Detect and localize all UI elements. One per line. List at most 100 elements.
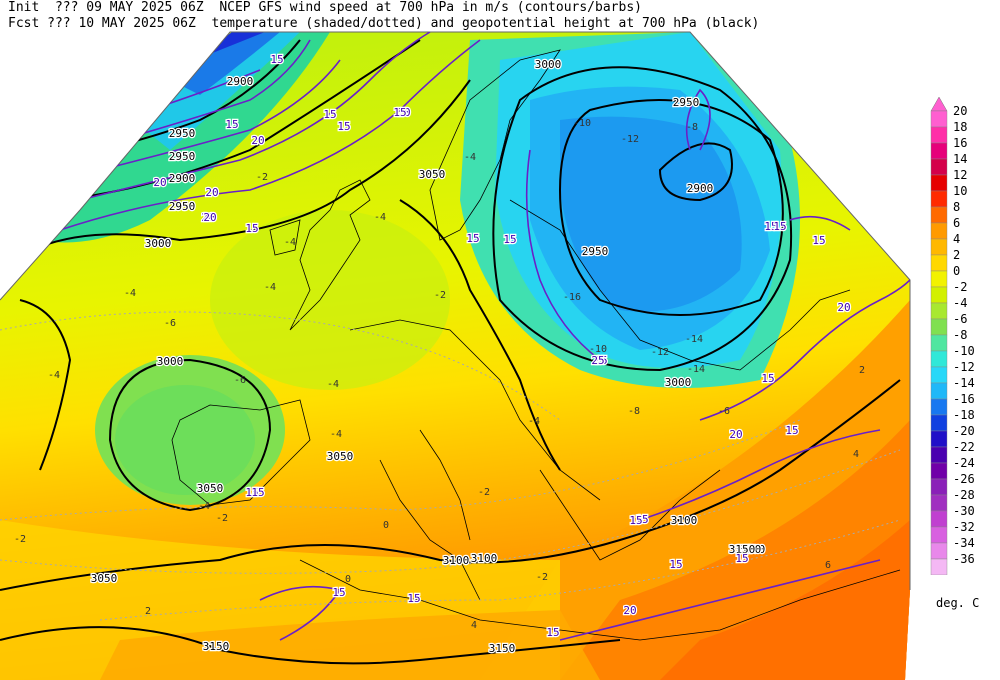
height-label: 2950 — [169, 127, 196, 140]
title-temperature: temperature (shaded/dotted) and geopoten… — [211, 16, 760, 31]
temp-label: -10 — [573, 118, 591, 129]
wind-label: 15 — [764, 220, 777, 233]
legend-label: 16 — [953, 136, 968, 150]
legend-swatch — [930, 270, 948, 288]
wind-label: 15 — [332, 586, 345, 599]
legend-swatch — [930, 366, 948, 384]
wind-label: 15 — [503, 233, 516, 246]
legend-swatch — [930, 446, 948, 464]
legend-swatch — [930, 558, 948, 575]
wind-contours — [59, 32, 910, 641]
temp-label: -2 — [256, 172, 268, 183]
legend-label: -36 — [953, 552, 975, 566]
wind-label: 20 — [203, 211, 216, 224]
legend-label: -22 — [953, 440, 975, 454]
wind-label: 15 — [251, 486, 264, 499]
height-label: 2950 — [673, 96, 700, 109]
legend-arrow — [930, 96, 948, 112]
legend-swatch — [930, 494, 948, 512]
temp-label: -2 — [216, 513, 228, 524]
wind-label: 15 — [393, 106, 406, 119]
legend-label: -18 — [953, 408, 975, 422]
wind-label: 25 — [591, 354, 604, 367]
height-label: 3000 — [665, 376, 692, 389]
height-label: 3150 — [729, 543, 756, 556]
height-label: 3100 — [443, 554, 470, 567]
height-label: 3000 — [157, 355, 184, 368]
temp-label: -2 — [536, 572, 548, 583]
temp-label: -4 — [464, 152, 476, 163]
legend-swatch — [930, 334, 948, 352]
temp-label: -4 — [198, 501, 210, 512]
height-label: 3050 — [197, 482, 224, 495]
height-label: 2900 — [687, 182, 714, 195]
legend-unit: deg. C — [936, 596, 980, 610]
wind-label: 15 — [761, 372, 774, 385]
legend-swatch — [930, 382, 948, 400]
temp-label: -16 — [563, 292, 581, 303]
legend-swatch — [930, 350, 948, 368]
wind-label: 15 — [785, 424, 798, 437]
temp-label: -4 — [264, 282, 276, 293]
wind-label: 20 — [251, 134, 264, 147]
temp-label: 4 — [471, 620, 477, 631]
legend-label: 4 — [953, 232, 961, 246]
temp-label: -2 — [14, 534, 26, 545]
wind-label: 20 — [623, 604, 636, 617]
temp-label: 2 — [859, 365, 865, 376]
legend-label: 6 — [953, 216, 961, 230]
legend-swatch — [930, 174, 948, 192]
legend-label: -16 — [953, 392, 975, 406]
legend-swatch — [930, 158, 948, 176]
wind-label: 15 — [225, 118, 238, 131]
legend-swatch — [930, 142, 948, 160]
legend-swatch — [930, 414, 948, 432]
temp-label: -14 — [687, 364, 705, 375]
wind-label: 15 — [635, 513, 648, 526]
height-label: 3100 — [739, 543, 766, 556]
header-line-1: Init ??? 09 MAY 2025 06Z NCEP GFS wind s… — [8, 0, 642, 16]
height-label: 3000 — [535, 58, 562, 71]
temp-label: -2 — [478, 487, 490, 498]
wind-label: 15 — [466, 232, 479, 245]
legend-label: -6 — [953, 312, 968, 326]
height-label: 3100 — [671, 514, 698, 527]
legend-swatch — [930, 510, 948, 528]
height-label: 2950 — [169, 150, 196, 163]
legend-label: 10 — [953, 184, 968, 198]
legend-swatch — [930, 302, 948, 320]
temp-label: -14 — [685, 334, 703, 345]
map-frame — [0, 31, 911, 590]
wind-label: 15 — [245, 486, 258, 499]
height-label: 2950 — [169, 200, 196, 213]
wind-label: 15 — [270, 53, 283, 66]
legend-swatch — [930, 190, 948, 208]
wind-label: 20 — [837, 301, 850, 314]
legend-swatch — [930, 398, 948, 416]
legend-label: 2 — [953, 248, 961, 262]
temp-label: -6 — [164, 318, 176, 329]
height-label: 3050 — [91, 572, 118, 585]
temp-label: -4 — [327, 379, 339, 390]
legend-label: -10 — [953, 344, 975, 358]
temp-label: 0 — [383, 520, 389, 531]
legend-label: -30 — [953, 504, 975, 518]
wind-label: 15 — [629, 514, 642, 527]
wind-label: 15 — [735, 552, 748, 565]
wind-label: 15 — [546, 626, 559, 639]
wind-label: 20 — [153, 176, 166, 189]
legend-label: 8 — [953, 200, 961, 214]
legend-swatch — [930, 542, 948, 560]
temp-label: -6 — [234, 375, 246, 386]
color-legend — [930, 96, 948, 575]
legend-label: 18 — [953, 120, 968, 134]
legend-label: -14 — [953, 376, 975, 390]
legend-swatch — [930, 526, 948, 544]
isotherms — [0, 311, 901, 621]
legend-swatch — [930, 430, 948, 448]
wind-label: 15 — [337, 120, 350, 133]
legend-swatch — [930, 286, 948, 304]
temp-label: 4 — [853, 449, 859, 460]
legend-label: -4 — [953, 296, 968, 310]
